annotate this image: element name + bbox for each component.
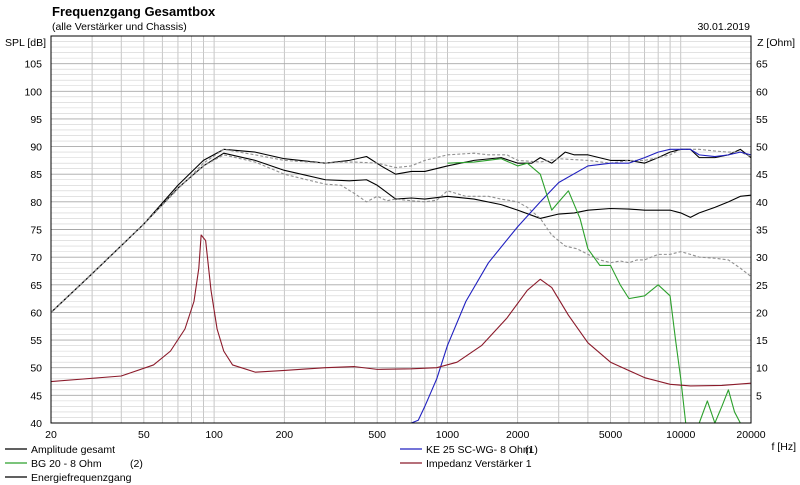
x-tick-label: 20000	[736, 429, 765, 441]
series-line-3	[50, 148, 752, 313]
series-line-5	[447, 158, 741, 424]
legend-label: Energiefrequenzgang	[31, 472, 132, 484]
legend-label: Impedanz Verstärker 1	[426, 458, 532, 470]
y-tick-label-right: 30	[756, 252, 768, 264]
y-tick-label-left: 50	[30, 363, 42, 375]
y-axis-left-label: SPL [dB]	[5, 37, 46, 49]
y-tick-label-right: 10	[756, 363, 768, 375]
series-line-4	[51, 148, 752, 424]
x-tick-label: 10000	[666, 429, 695, 441]
y-axis-right-label: Z [Ohm]	[757, 37, 795, 49]
legend-label: Amplitude gesamt	[31, 444, 115, 456]
x-tick-label: 2000	[506, 429, 530, 441]
y-tick-label-left: 65	[30, 280, 42, 292]
y-tick-label-right: 40	[756, 197, 768, 209]
y-tick-label-right: 20	[756, 307, 768, 319]
series-lines	[50, 148, 752, 424]
y-tick-label-right: 60	[756, 86, 768, 98]
legend-label: KE 25 SC-WG- 8 Ohm	[426, 444, 532, 456]
legend-suffix: (1)	[525, 444, 538, 456]
chart-title: Frequenzgang Gesamtbox	[52, 4, 216, 19]
chart-date: 30.01.2019	[697, 21, 750, 33]
y-tick-label-left: 80	[30, 197, 42, 209]
legend-label: BG 20 - 8 Ohm	[31, 458, 102, 470]
y-tick-label-right: 65	[756, 59, 768, 71]
y-tick-label-right: 15	[756, 335, 768, 347]
x-tick-label: 1000	[436, 429, 460, 441]
y-tick-label-right: 25	[756, 280, 768, 292]
x-tick-label: 200	[276, 429, 294, 441]
y-tick-label-left: 55	[30, 335, 42, 347]
series-line-6	[50, 234, 752, 387]
x-tick-label: 100	[205, 429, 223, 441]
series-line-2	[50, 154, 752, 313]
chart-subtitle: (alle Verstärker und Chassis)	[52, 21, 187, 33]
series-line-1	[50, 152, 752, 313]
y-tick-label-left: 60	[30, 307, 42, 319]
y-tick-label-right: 45	[756, 169, 768, 181]
plot-frame	[50, 35, 752, 424]
y-tick-label-right: 55	[756, 114, 768, 126]
y-tick-label-left: 45	[30, 390, 42, 402]
y-tick-label-right: 5	[756, 390, 762, 402]
x-tick-label: 50	[138, 429, 150, 441]
y-tick-label-right: 50	[756, 142, 768, 154]
x-axis-label: f [Hz]	[771, 441, 796, 453]
x-tick-label: 20	[45, 429, 57, 441]
y-tick-label-right: 35	[756, 225, 768, 237]
x-tick-label: 5000	[599, 429, 623, 441]
x-tick-label: 500	[368, 429, 386, 441]
y-tick-label-left: 75	[30, 225, 42, 237]
y-tick-label-left: 85	[30, 169, 42, 181]
legend: Amplitude gesamt BG 20 - 8 Ohm (2) Energief…	[5, 444, 538, 484]
y-tick-label-left: 40	[30, 418, 42, 430]
y-tick-label-left: 95	[30, 114, 42, 126]
y-tick-label-left: 90	[30, 142, 42, 154]
y-tick-label-left: 105	[24, 59, 42, 71]
legend-suffix: (2)	[130, 458, 143, 470]
y-tick-label-left: 100	[24, 86, 42, 98]
plot-border	[50, 35, 752, 424]
tick-labels: 20 50 100 200 500 1000 2000 5000 10000 20000 40 45 5…	[24, 59, 767, 441]
y-tick-label-left: 70	[30, 252, 42, 264]
